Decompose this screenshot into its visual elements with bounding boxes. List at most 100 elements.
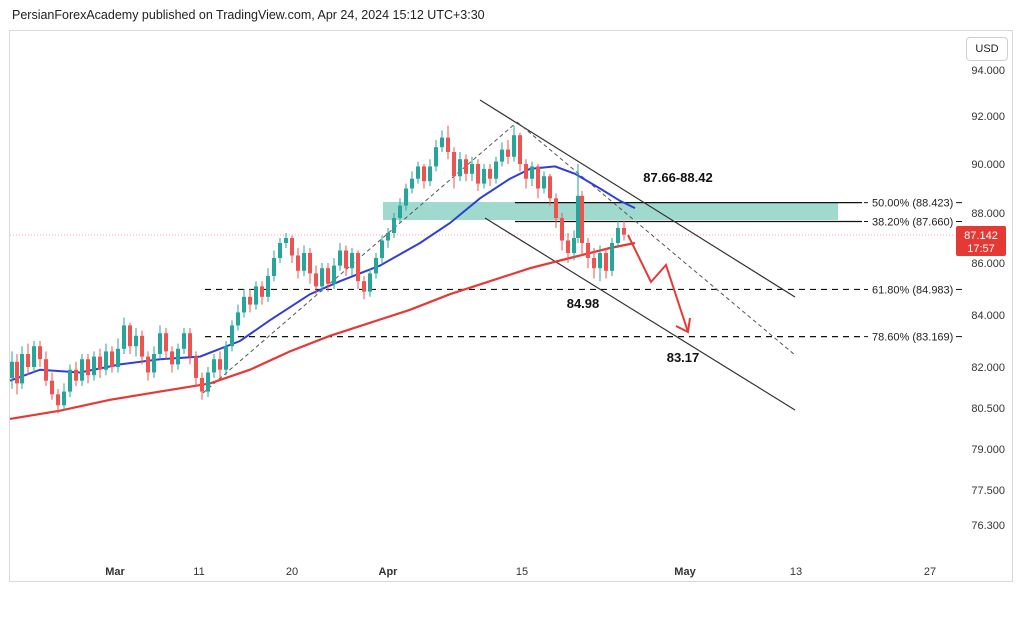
candle-body [398,205,402,218]
x-tick-label: 27 [924,566,936,578]
candle-body [482,168,486,184]
candle-body [598,253,602,269]
candle-body [38,346,42,360]
x-tick-label: 20 [286,566,298,578]
candle-body [386,233,390,241]
price-marker: 87.142 17:57 [956,226,1006,256]
candle-body [62,391,66,406]
candle-body [604,253,608,271]
candle-body [248,296,252,305]
candle-body [242,296,246,313]
candle-body [530,166,534,179]
candle-body [236,312,240,326]
candle-body [80,359,84,381]
candle-body [586,243,590,258]
candle-body [500,149,504,162]
candle-body [164,333,168,352]
y-tick-label: 82.000 [971,362,1005,374]
candle-body [344,250,348,269]
candle-body [212,359,216,373]
candle-body [368,273,372,292]
candle-body [428,166,432,182]
candle-body [314,273,318,287]
candle-body [302,253,306,271]
y-tick-label: 79.000 [971,444,1005,456]
candle-body [206,372,210,392]
candle-body [518,135,522,164]
candle-body [476,164,480,184]
fib-level-label: 78.60% (83.169) [872,332,953,344]
candle-body [92,356,96,376]
candle-body [15,361,19,384]
candle-body [254,286,258,305]
candle-body [146,356,150,373]
candle-body [362,281,366,292]
candle-body [326,268,330,284]
y-tick-label: 76.300 [971,520,1005,532]
candle-body [560,218,564,241]
candle-body [374,258,378,274]
candle-body [104,351,108,370]
x-tick-label: Mar [105,566,125,578]
candle-body [470,164,474,174]
price-annotations: 87.66-88.42 84.98 83.17 [567,170,713,365]
price-annotation: 84.98 [567,296,600,311]
candle-body [404,188,408,206]
candle-body [452,152,456,177]
price-annotation: 83.17 [667,350,700,365]
candle-body [230,325,234,347]
candle-body [572,238,576,253]
currency-button[interactable]: USD [966,37,1008,61]
candle-body [512,135,516,157]
candle-body [284,238,288,243]
candle-body [26,354,30,367]
candle-body [140,335,144,357]
x-tick-label: 15 [516,566,528,578]
candle-body [152,354,156,373]
candle-body [290,238,294,256]
candle-body [218,359,222,370]
y-tick-label: 94.000 [971,65,1005,77]
candle-body [224,346,228,370]
candle-body [44,359,48,381]
bar-countdown-label: 17:57 [967,243,995,255]
candle-body [74,369,78,381]
time-axis: Mar 11 20 Apr 15 May 13 27 [105,566,936,578]
candle-body [566,240,570,253]
x-tick-label: 11 [193,566,204,578]
x-tick-label: Apr [379,566,399,578]
candle-body [56,394,60,406]
candle-body [10,361,14,378]
candle-body [410,178,414,189]
x-tick-label: 13 [790,566,802,578]
candle-body [616,228,620,243]
candle-body [580,195,584,243]
candle-body [592,258,596,269]
channel-upper-line [479,99,796,298]
fibonacci-levels: 50.00% (88.423) 38.20% (87.660) 61.80% (84… [205,198,962,344]
candle-body [176,348,180,365]
candle-body [542,176,546,189]
candle-body [68,369,72,392]
candle-body [350,253,354,269]
candle-body [296,255,300,271]
candle-body [576,195,580,238]
candle-body [446,137,450,152]
fib-level-label: 50.00% (88.423) [872,198,953,210]
candle-body [440,137,444,148]
candle-body [622,228,626,235]
x-tick-label: May [674,566,696,578]
fib-level-label: 61.80% (84.983) [872,284,953,296]
y-tick-label: 88.000 [971,208,1005,220]
resistance-zone [383,202,838,220]
candle-body [158,333,162,354]
candle-body [548,176,552,199]
candle-body [116,348,120,367]
candle-body [50,380,54,395]
current-price-label: 87.142 [964,230,998,242]
chart-frame [9,30,1013,582]
y-tick-label: 77.500 [971,485,1005,497]
price-annotation: 87.66-88.42 [643,170,712,185]
candle-body [494,161,498,179]
